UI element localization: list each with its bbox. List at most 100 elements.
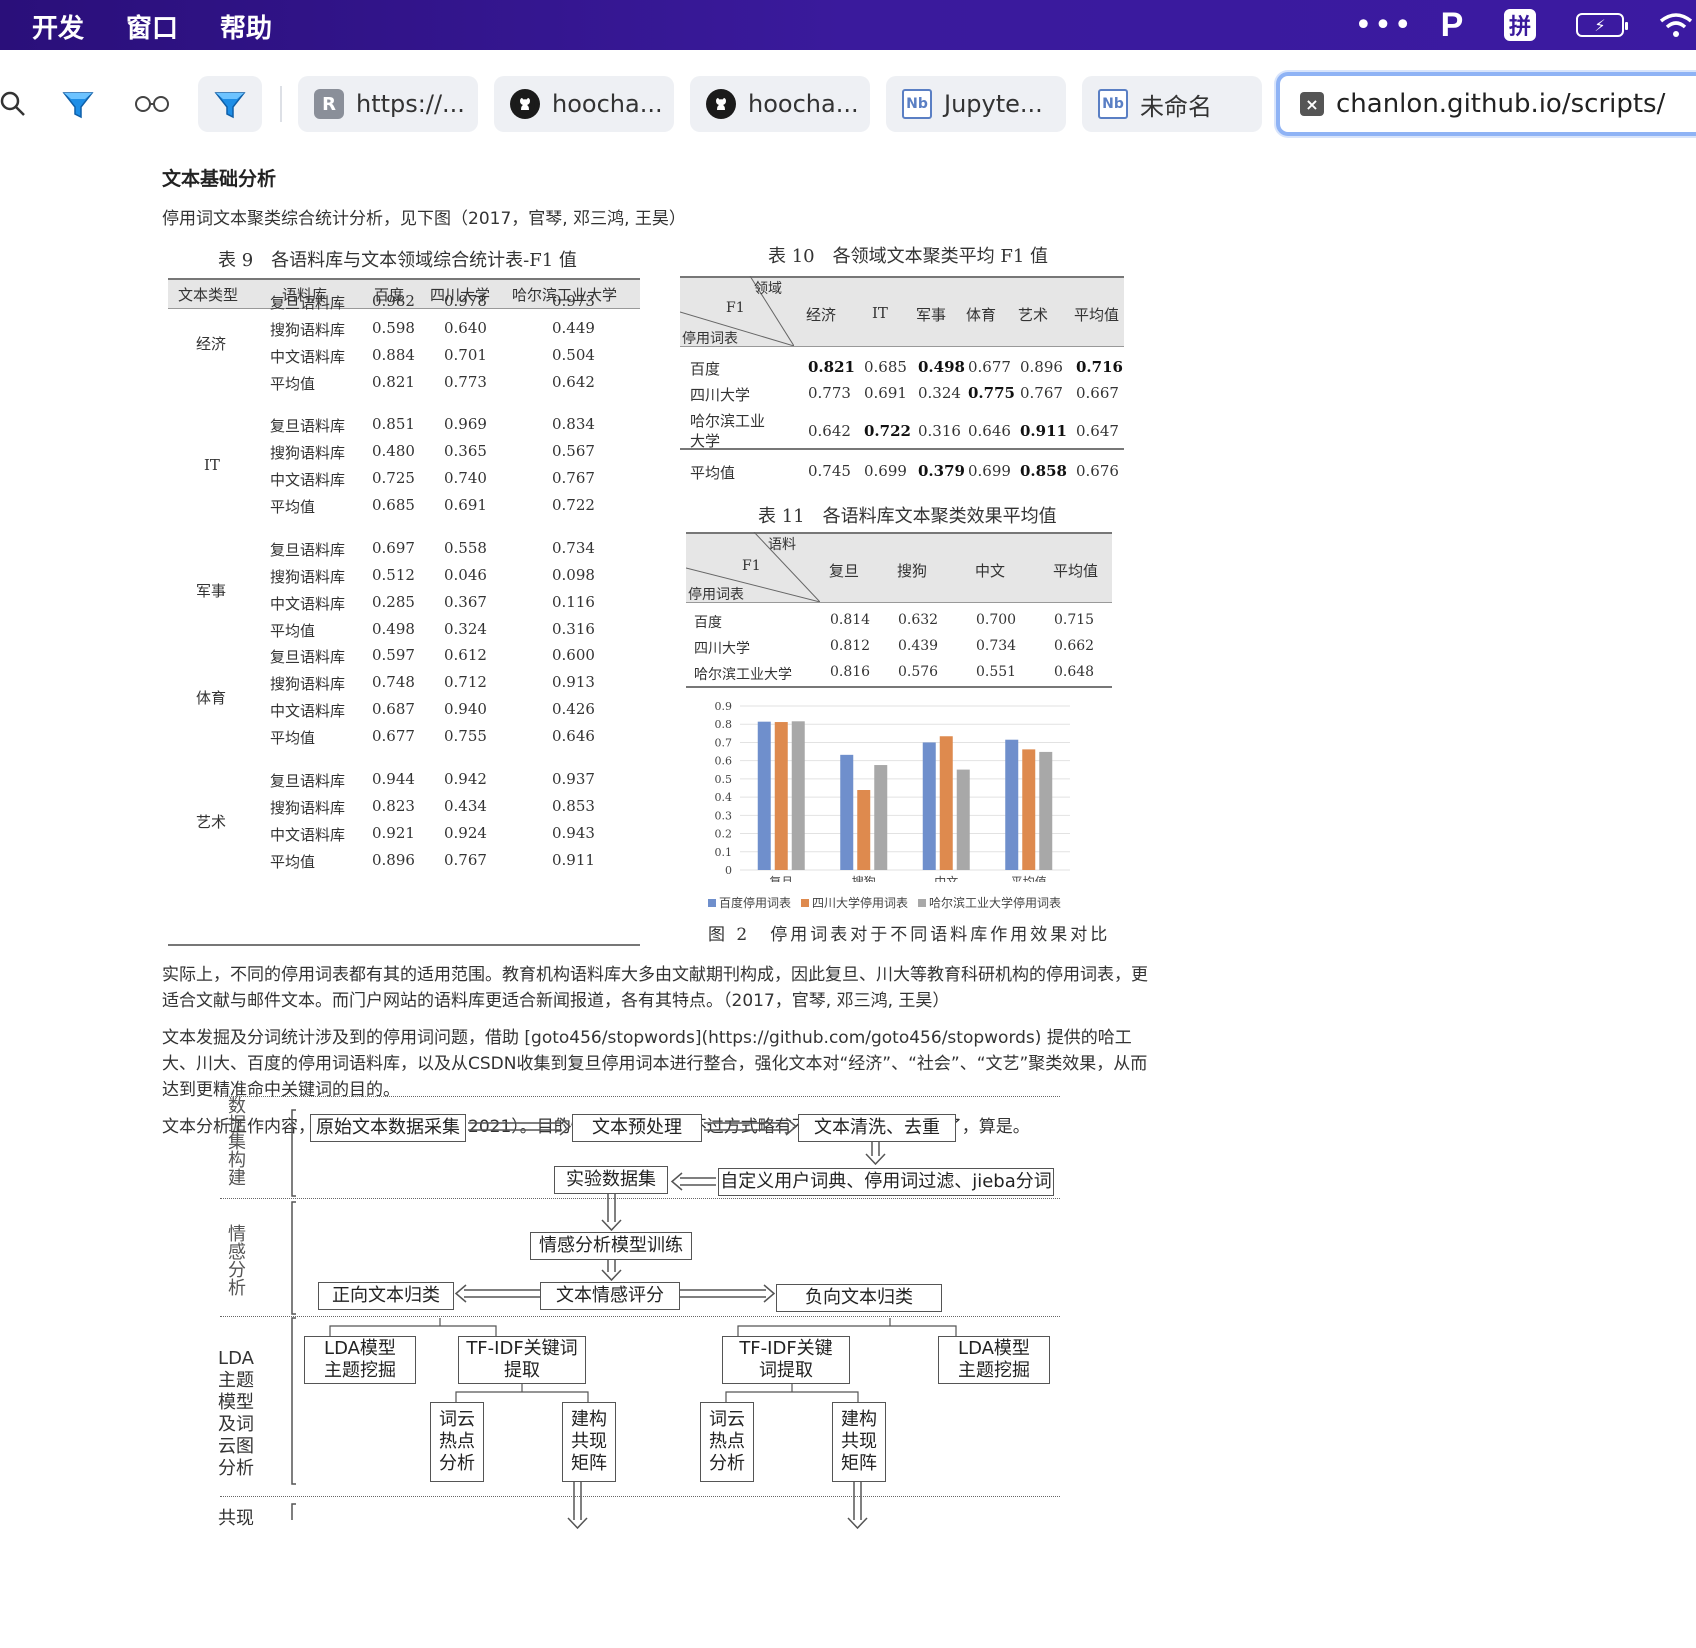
table-9-value-cell: 0.823 <box>372 797 415 815</box>
table-11-value-cell: 0.576 <box>898 664 939 680</box>
chart-legend-item: 哈尔滨工业大学停用词表 <box>918 894 1061 911</box>
table-11-value-cell: 0.812 <box>830 638 871 654</box>
chart-y-tick-label: 0.8 <box>715 718 733 731</box>
section-label-dataset: 数据集构建 <box>228 1096 246 1189</box>
box-dict: 自定义用户词典、停用词过滤、jieba分词 <box>718 1168 1054 1196</box>
chart-legend-swatch <box>708 899 716 907</box>
table-9-value-cell: 0.937 <box>552 770 595 788</box>
box-tfidf-1: TF-IDF关键词 提取 <box>458 1336 586 1384</box>
tab-label: https://... <box>356 90 465 118</box>
table-9-value-cell: 0.367 <box>444 593 487 611</box>
table-10-value-cell: 0.775 <box>968 384 1015 402</box>
table-9-corpus-cell: 平均值 <box>270 853 316 871</box>
table-10-value-cell: 0.716 <box>1076 358 1123 376</box>
table-9-value-cell: 0.853 <box>552 797 595 815</box>
table-10-value-cell: 0.646 <box>968 422 1011 440</box>
tab-jupyter[interactable]: Nb Jupyte... <box>886 76 1066 132</box>
table-9-value-cell: 0.943 <box>552 824 595 842</box>
funnel-icon[interactable] <box>50 76 106 132</box>
table-9-value-cell: 0.834 <box>552 415 595 433</box>
table-9-value-cell: 0.098 <box>552 566 595 584</box>
table-9-value-cell: 0.748 <box>372 673 415 691</box>
table-9-type-cell: 军事 <box>196 581 227 600</box>
table-9-value-cell: 0.921 <box>372 824 415 842</box>
table-9-value-cell: 0.755 <box>444 727 487 745</box>
chart-x-tick-label: 中文 <box>934 874 958 882</box>
menu-help[interactable]: 帮助 <box>220 14 273 44</box>
wifi-icon[interactable] <box>1658 6 1694 44</box>
table-9-corpus-cell: 复旦语料库 <box>270 294 346 312</box>
table-11-header-band <box>686 532 1112 602</box>
chart-y-tick-label: 0.9 <box>715 700 733 713</box>
chart-bar <box>874 765 888 870</box>
chart-legend-swatch <box>918 899 927 907</box>
table-10-value-cell: 0.677 <box>968 358 1011 376</box>
table-11-value-cell: 0.715 <box>1054 612 1095 628</box>
table-10-value-cell: 0.911 <box>1020 422 1067 440</box>
p-app-icon[interactable]: P <box>1440 5 1464 44</box>
table-9-value-cell: 0.712 <box>444 673 487 691</box>
battery-icon[interactable]: ⚡ <box>1576 13 1628 37</box>
table-9-corpus-cell: 复旦语料库 <box>270 541 346 559</box>
table-9-value-cell: 0.365 <box>444 442 487 460</box>
table-11-header: 中文 <box>975 562 1006 580</box>
chart-bar <box>757 721 771 870</box>
table-9-corpus-cell: 中文语料库 <box>270 471 346 489</box>
tab-current-url[interactable]: × chanlon.github.io/scripts/ <box>1276 72 1696 136</box>
table-9-value-cell: 0.642 <box>552 373 595 391</box>
tab-r-site[interactable]: R https://... <box>298 76 478 132</box>
chart-bar <box>939 736 953 870</box>
flowchart: 数据集构建 情感分析 LDA主题模型及词云图分析 共现 原始文本数据采集 文本预… <box>210 1090 1070 1648</box>
table-11-diag-mid: F1 <box>742 558 761 574</box>
chart-y-tick-label: 0.6 <box>715 755 733 768</box>
tab-github-2[interactable]: hoocha... <box>690 76 870 132</box>
table-9-corpus-cell: 搜狗语料库 <box>270 444 346 462</box>
box-lda-1: LDA模型 主题挖掘 <box>304 1336 416 1384</box>
bar-chart: 0.9 0.8 0.7 0.6 0.5 0.4 0.3 0.2 0.1 0 复旦 搜狗 中文 平均值 <box>715 700 1070 882</box>
section-heading: 文本基础分析 <box>162 168 277 190</box>
menu-develop[interactable]: 开发 <box>32 14 85 44</box>
table-11-value-cell: 0.439 <box>898 638 939 654</box>
table-10-value-cell: 0.722 <box>864 422 911 440</box>
table-9-header: 百度 <box>374 286 405 304</box>
chart-bar <box>857 790 871 870</box>
table-9-value-cell: 0.884 <box>372 346 415 364</box>
table-10-value-cell: 0.773 <box>808 384 851 402</box>
chart-bar <box>1005 739 1019 870</box>
tab-untitled[interactable]: Nb 未命名 <box>1082 76 1262 132</box>
input-method-icon[interactable]: 拼 <box>1504 9 1536 41</box>
address-text[interactable]: chanlon.github.io/scripts/ <box>1336 89 1666 119</box>
chart-y-tick-label: 0 <box>725 864 732 877</box>
glasses-icon[interactable] <box>124 76 180 132</box>
flowchart-connectors <box>291 1109 957 1530</box>
box-wordcloud-1: 词云 热点 分析 <box>430 1402 484 1482</box>
menu-window[interactable]: 窗口 <box>126 14 179 44</box>
table-9-value-cell: 0.498 <box>372 620 415 638</box>
table-11-title: 表 11 各语料库文本聚类效果平均值 <box>758 506 1057 527</box>
table-9-value-cell: 0.942 <box>444 770 487 788</box>
table-10-diagonal <box>680 276 794 346</box>
box-positive: 正向文本归类 <box>318 1282 454 1310</box>
search-icon[interactable] <box>0 76 42 132</box>
tab-github-1[interactable]: hoocha... <box>494 76 674 132</box>
table-9-value-cell: 0.685 <box>372 496 415 514</box>
more-icon[interactable]: ••• <box>1354 7 1414 43</box>
table-10-header: 经济 <box>806 306 837 324</box>
table-11-header: 复旦 <box>829 562 860 580</box>
table-10-value-cell: 0.745 <box>808 462 851 480</box>
table-9-corpus-cell: 复旦语料库 <box>270 772 346 790</box>
table-9-value-cell: 0.512 <box>372 566 415 584</box>
funnel-active-icon[interactable] <box>198 76 262 132</box>
intro-paragraph: 停用词文本聚类综合统计分析，见下图（2017，官琴, 邓三鸿, 王昊） <box>162 209 686 229</box>
table-10-row-name: 四川大学 <box>690 386 751 404</box>
table-9-value-cell: 0.597 <box>372 646 415 664</box>
chart-legend-label: 哈尔滨工业大学停用词表 <box>929 896 1062 910</box>
table-9-value-cell: 0.973 <box>552 292 595 310</box>
chart-y-tick-label: 0.2 <box>715 828 733 841</box>
paragraph-2: 文本发掘及分词统计涉及到的停用词问题，借助 [goto456/stopwords… <box>162 1028 1148 1100</box>
table-10-header: 体育 <box>966 306 997 324</box>
close-icon[interactable]: × <box>1300 92 1324 116</box>
table-10-value-cell: 0.691 <box>864 384 907 402</box>
table-9-corpus-cell: 搜狗语料库 <box>270 568 346 586</box>
chart-legend-item: 四川大学停用词表 <box>801 894 908 911</box>
